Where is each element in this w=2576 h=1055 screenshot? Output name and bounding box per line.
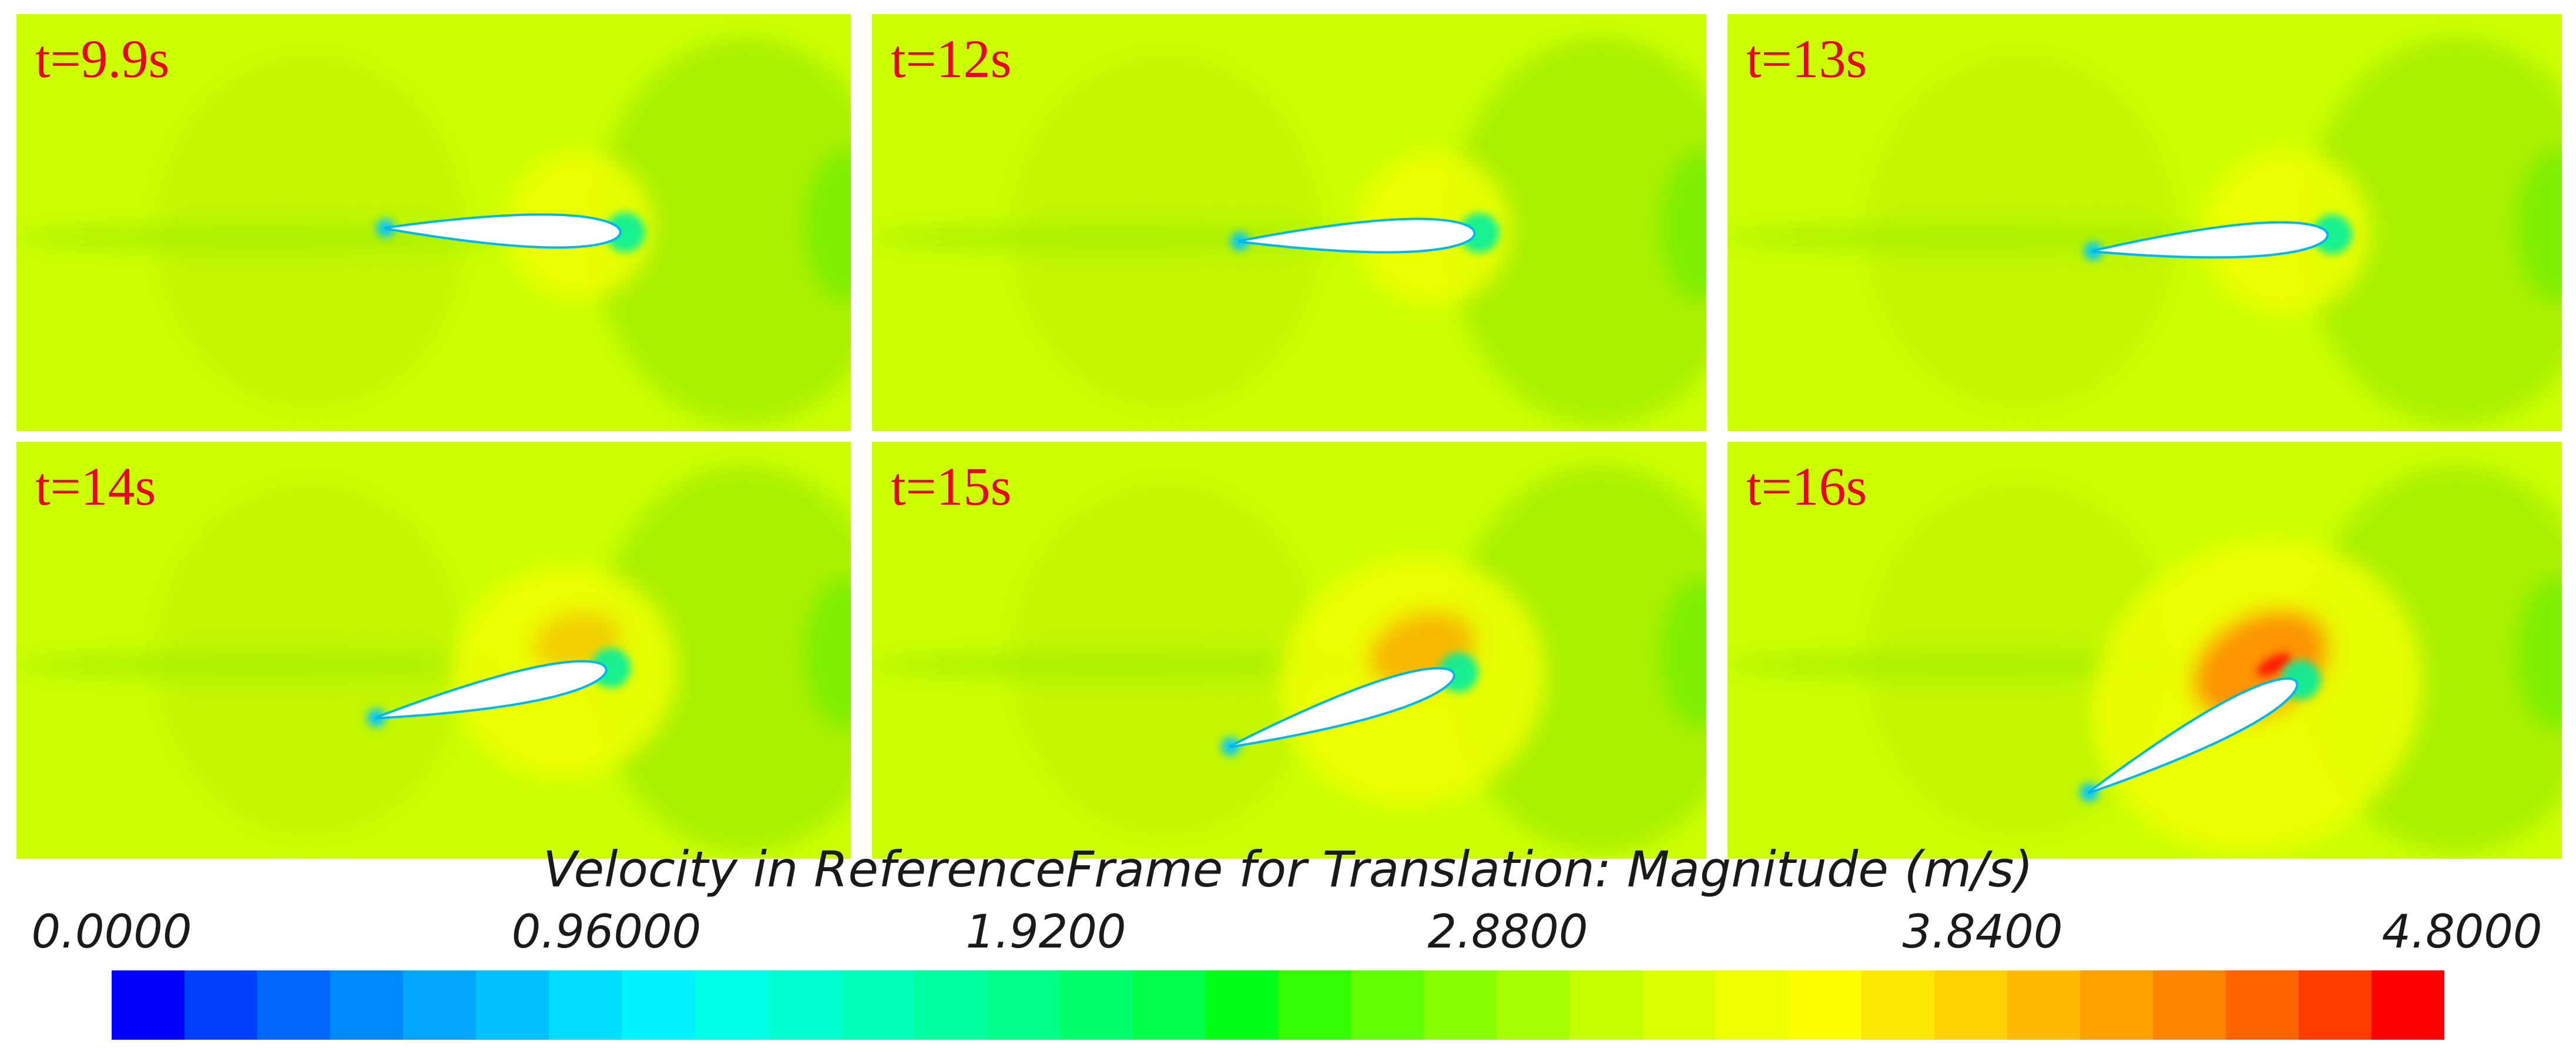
colorbar-cell [2298,970,2372,1040]
time-label: t=15s [891,456,1012,516]
colorbar-tick-label: 0.0000 [31,906,192,959]
colorbar-cell [1642,970,1716,1040]
colorbar-tick-label: 4.8000 [2382,906,2543,959]
colorbar-cell [986,970,1059,1040]
velocity-contour-plot [872,14,1706,431]
colorbar-cell [767,970,841,1040]
velocity-contour-plot [1728,14,2562,431]
time-label: t=9.9s [35,29,170,89]
colorbar-cell [2371,970,2444,1040]
contour-panel: t=12s [872,14,1706,431]
airfoil [2087,677,2299,794]
colorbar-cell [257,970,331,1040]
airfoil [2092,221,2329,259]
colorbar-cell [1569,970,1643,1040]
velocity-contour-plot [16,14,851,431]
colorbar-cell [330,970,404,1040]
colorbar-cell [112,970,185,1040]
colorbar-cell [622,970,695,1040]
contour-panel: t=13s [1728,14,2562,431]
colorbar-cell [1934,970,2007,1040]
time-label: t=16s [1746,456,1867,516]
time-label: t=14s [35,456,156,516]
colorbar-cell [695,970,768,1040]
colorbar-cell [913,970,987,1040]
colorbar-cell [1059,970,1132,1040]
time-label: t=13s [1746,29,1867,89]
velocity-contour-plot [1728,442,2562,859]
velocity-contour-plot [16,442,851,859]
contour-panel: t=14s [16,442,851,859]
colorbar [112,970,2444,1040]
colorbar-cell [1278,970,1351,1040]
colorbar-cell [2225,970,2299,1040]
airfoil [384,213,622,249]
colorbar-cell [1205,970,1278,1040]
colorbar-cell [1497,970,1570,1040]
colorbar-cell [1861,970,1934,1040]
colorbar-tick-label: 3.8400 [1902,906,2063,959]
colorbar-cell [1351,970,1424,1040]
airfoil [1238,217,1476,254]
contour-panel: t=15s [872,442,1706,859]
velocity-contour-plot [872,442,1706,859]
colorbar-cell [1788,970,1861,1040]
colorbar-tick-label: 0.96000 [511,906,702,959]
colorbar-cell [549,970,622,1040]
airfoil [374,660,608,720]
colorbar-cell [476,970,549,1040]
colorbar-cell [403,970,477,1040]
colorbar-cell [185,970,258,1040]
colorbar-cell [2007,970,2080,1040]
colorbar-cell [2152,970,2226,1040]
colorbar-tick-label: 2.8800 [1427,906,1588,959]
time-label: t=12s [891,29,1012,89]
airfoil [1229,667,1455,748]
colorbar-cell [840,970,914,1040]
colorbar-cell [1424,970,1497,1040]
colorbar-cell [1715,970,1789,1040]
contour-panel: t=16s [1728,442,2562,859]
colorbar-tick-label: 1.9200 [965,906,1126,959]
contour-panel: t=9.9s [16,14,851,431]
colorbar-cell [2079,970,2153,1040]
colorbar-title: Velocity in ReferenceFrame for Translati… [542,841,2034,898]
colorbar-cell [1132,970,1205,1040]
